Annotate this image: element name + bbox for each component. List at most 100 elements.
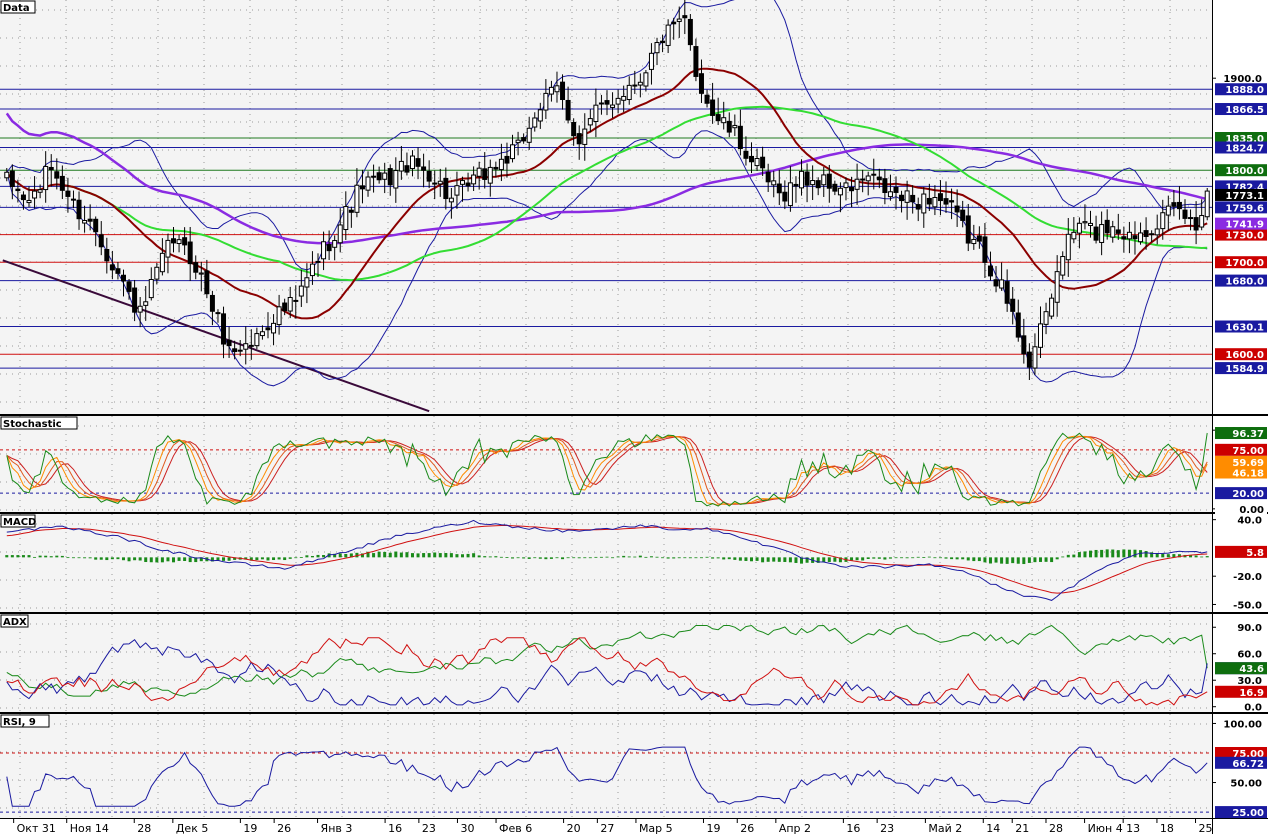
candle-body[interactable] [626,84,632,100]
candle-body[interactable] [37,189,43,193]
candle-body[interactable] [132,287,138,313]
candle-body[interactable] [321,241,327,260]
candle-body[interactable] [782,191,788,202]
candle-body[interactable] [1121,236,1127,240]
candle-body[interactable] [521,137,527,142]
candle-body[interactable] [1104,219,1110,234]
candle-body[interactable] [565,99,571,121]
candle-body[interactable] [282,302,288,312]
candle-body[interactable] [987,265,993,277]
candle-body[interactable] [710,99,716,116]
candle-body[interactable] [204,270,210,295]
candle-body[interactable] [104,248,110,262]
candle-body[interactable] [315,260,321,263]
candle-body[interactable] [421,166,427,171]
candle-body[interactable] [1110,226,1116,238]
candle-body[interactable] [454,185,460,196]
candle-body[interactable] [287,297,293,312]
candle-body[interactable] [1182,209,1188,219]
candle-body[interactable] [654,42,660,54]
candle-body[interactable] [660,40,666,44]
candle-body[interactable] [1004,281,1010,304]
candle-body[interactable] [437,180,443,185]
candle-body[interactable] [937,193,943,202]
candle-body[interactable] [365,176,371,191]
candle-body[interactable] [471,174,477,185]
candle-body[interactable] [398,160,404,172]
candle-body[interactable] [293,299,299,302]
candle-body[interactable] [465,182,471,187]
candle-body[interactable] [754,158,760,167]
candle-body[interactable] [571,121,577,137]
candle-body[interactable] [504,155,510,164]
candle-body[interactable] [1093,226,1099,241]
candle-body[interactable] [843,182,849,189]
candle-body[interactable] [59,175,65,191]
candle-body[interactable] [137,305,143,313]
candle-body[interactable] [643,72,649,87]
candle-body[interactable] [776,183,782,194]
candle-body[interactable] [765,171,771,183]
candle-body[interactable] [193,262,199,273]
candle-body[interactable] [382,172,388,180]
trend-line[interactable] [2,259,430,413]
candle-body[interactable] [343,206,349,231]
candle-body[interactable] [171,238,177,244]
candle-body[interactable] [82,220,88,224]
candle-body[interactable] [893,186,899,193]
candle-body[interactable] [704,94,710,104]
candle-body[interactable] [337,224,343,244]
candle-body[interactable] [1065,233,1071,261]
candle-body[interactable] [415,158,421,167]
pane-macd-background[interactable] [0,514,1212,612]
candle-body[interactable] [537,109,543,122]
candle-body[interactable] [849,187,855,192]
candle-body[interactable] [698,73,704,94]
candle-body[interactable] [26,199,32,204]
candle-body[interactable] [109,264,115,271]
candle-body[interactable] [487,166,493,184]
candle-body[interactable] [832,183,838,192]
candle-body[interactable] [732,124,738,129]
candle-body[interactable] [182,237,188,246]
candle-body[interactable] [582,128,588,145]
candle-body[interactable] [387,168,393,186]
candle-body[interactable] [554,85,560,93]
candle-body[interactable] [70,198,76,201]
candle-body[interactable] [532,117,538,128]
candle-body[interactable] [1054,271,1060,303]
candle-body[interactable] [498,158,504,171]
candle-body[interactable] [332,240,338,248]
candle-body[interactable] [1160,212,1166,230]
candle-body[interactable] [376,172,382,181]
candle-body[interactable] [271,322,277,334]
candle-body[interactable] [1126,231,1132,240]
candle-body[interactable] [359,185,365,190]
candle-body[interactable] [1032,346,1038,369]
candle-body[interactable] [737,125,743,150]
candle-body[interactable] [632,84,638,87]
candle-body[interactable] [771,180,777,186]
candle-body[interactable] [1049,297,1055,317]
candle-body[interactable] [526,127,532,143]
candle-body[interactable] [1143,230,1149,237]
candle-body[interactable] [804,171,810,186]
candle-body[interactable] [48,166,54,171]
pane-macd-axis[interactable] [1212,514,1268,612]
candle-body[interactable] [1082,221,1088,224]
candle-body[interactable] [348,209,354,213]
candle-body[interactable] [1088,222,1094,226]
candle-body[interactable] [1115,229,1121,234]
candle-body[interactable] [576,133,582,145]
candle-body[interactable] [726,120,732,133]
candle-body[interactable] [810,180,816,186]
candle-body[interactable] [682,15,688,19]
candle-body[interactable] [209,294,215,312]
candle-body[interactable] [1099,224,1105,243]
candle-body[interactable] [921,193,927,214]
candle-body[interactable] [76,199,82,220]
candle-body[interactable] [1010,298,1016,312]
candle-body[interactable] [787,182,793,207]
candle-body[interactable] [1138,232,1144,243]
candle-body[interactable] [593,104,599,122]
